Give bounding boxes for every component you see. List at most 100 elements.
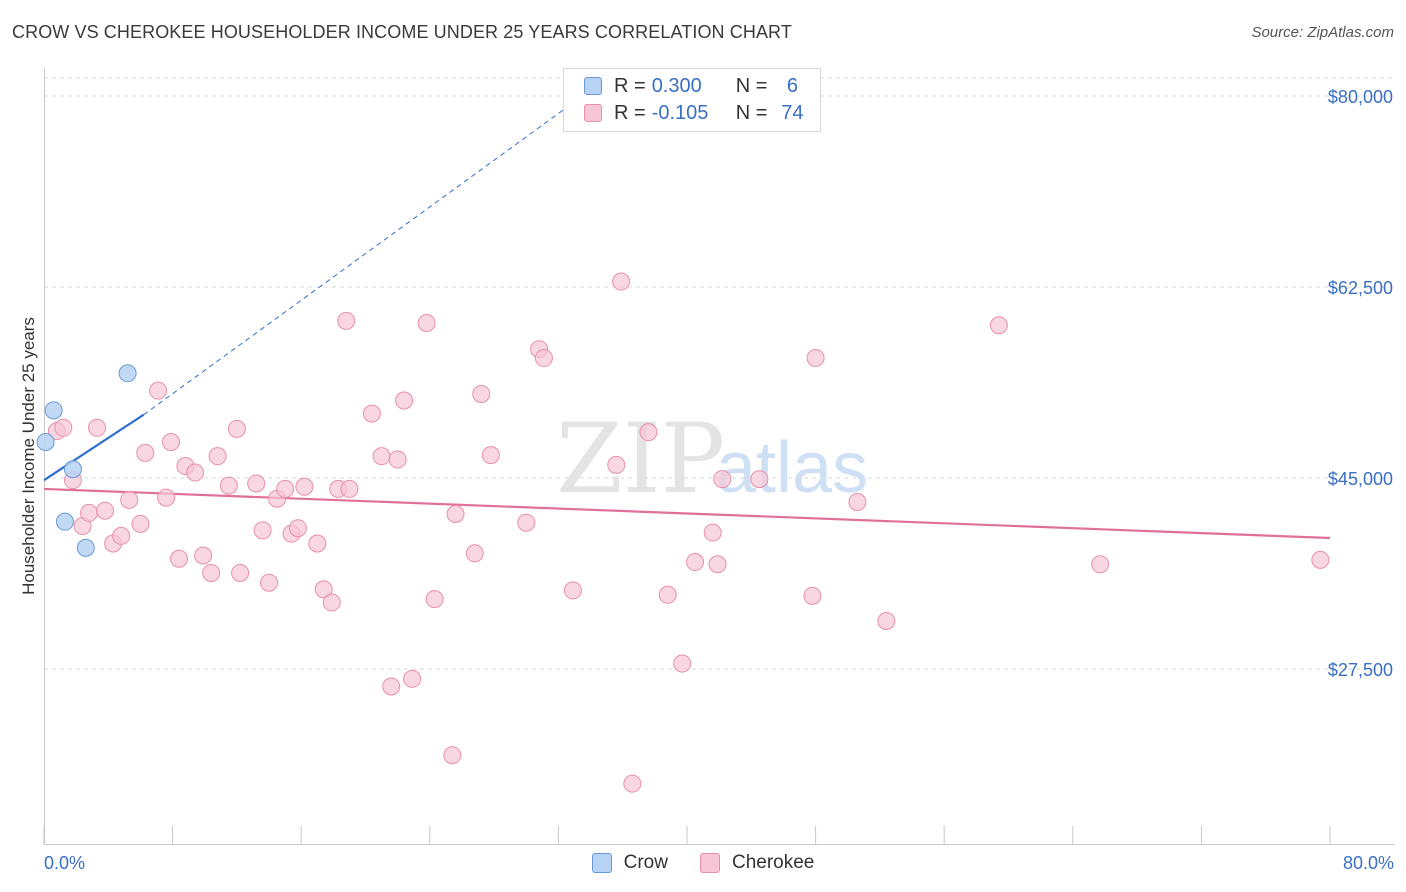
crow-point [76, 538, 95, 557]
cherokee-point [517, 513, 536, 532]
cherokee-point [80, 503, 99, 522]
cherokee-point [443, 746, 462, 765]
cherokee-trend-line [43, 487, 1331, 540]
cherokee-point [639, 423, 658, 442]
cherokee-point [208, 447, 227, 466]
cherokee-point [231, 563, 250, 582]
axes [44, 68, 1394, 845]
cherokee-point [750, 470, 769, 489]
cherokee-r-label: R = [614, 101, 646, 124]
crow-point [44, 401, 63, 420]
cherokee-point [713, 470, 732, 489]
chart-title: CROW VS CHEROKEE HOUSEHOLDER INCOME UNDE… [12, 22, 792, 42]
cherokee-point [136, 443, 155, 462]
cherokee-point [612, 272, 631, 291]
cherokee-point [112, 526, 131, 545]
crow-point [36, 432, 55, 451]
source-label: Source: ZipAtlas.com [1251, 24, 1394, 41]
cherokee-point [481, 446, 500, 465]
cherokee-point [202, 563, 221, 582]
x-tick-label-max: 80.0% [1343, 853, 1394, 873]
cherokee-n-value: 74 [781, 101, 804, 124]
watermark: ZIP atlas [556, 403, 868, 515]
y-tick-label: $62,500 [1328, 278, 1393, 298]
cherokee-point [322, 593, 341, 612]
cherokee-point [120, 490, 139, 509]
y-tick-label: $45,000 [1328, 469, 1393, 489]
cherokee-point [382, 677, 401, 696]
cherokee-point [314, 580, 333, 599]
crow-trend-extension [143, 95, 583, 416]
cherokee-point [247, 474, 266, 493]
legend-row-cherokee: R = -0.105 N = 74 [584, 101, 807, 125]
series-legend-cherokee: Cherokee [699, 852, 814, 874]
cherokee-r-value: -0.105 [651, 101, 709, 124]
crow-points [36, 364, 137, 557]
cherokee-point [161, 432, 180, 451]
cherokee-point [403, 669, 422, 688]
cherokee-point [623, 774, 642, 793]
cherokee-point [260, 573, 279, 592]
cherokee-point [989, 316, 1008, 335]
cherokee-point [877, 611, 896, 630]
crow-point [118, 364, 137, 383]
cherokee-point [157, 488, 176, 507]
cherokee-n-label: N = [735, 101, 768, 124]
cherokee-points [47, 272, 1330, 793]
crow-legend-label: Crow [623, 852, 668, 873]
cherokee-point [372, 447, 391, 466]
y-tick-labels: $27,500 $45,000 $62,500 $80,000 [1328, 87, 1393, 680]
cherokee-point [88, 418, 107, 437]
legend-row-crow: R = 0.300 N = 6 [584, 74, 807, 98]
cherokee-point [288, 519, 307, 538]
crow-swatch [584, 77, 602, 95]
cherokee-point [848, 493, 867, 512]
gridlines [44, 77, 1394, 670]
x-tick-label-min: 0.0% [44, 853, 85, 873]
y-tick-label: $80,000 [1328, 87, 1393, 107]
cherokee-point [803, 586, 822, 605]
cherokee-point [708, 555, 727, 574]
crow-n-value: 6 [786, 74, 798, 97]
cherokee-point [308, 534, 327, 553]
cherokee-point [806, 348, 825, 367]
cherokee-point [563, 581, 582, 600]
cherokee-point [425, 590, 444, 609]
cherokee-point [276, 479, 295, 498]
series-legend: Crow Cherokee [0, 852, 1406, 874]
cherokee-point [149, 381, 168, 400]
cherokee-point [253, 521, 272, 540]
crow-n-label: N = [735, 74, 768, 97]
cherokee-point [686, 553, 705, 572]
y-tick-label: $27,500 [1328, 660, 1393, 680]
cherokee-point [96, 501, 115, 520]
cherokee-point [340, 479, 359, 498]
crow-r-label: R = [614, 74, 646, 97]
cherokee-legend-swatch [699, 853, 720, 873]
cherokee-point [472, 384, 491, 403]
crow-point [63, 460, 82, 479]
cherokee-point [395, 391, 414, 410]
crow-point [55, 512, 74, 531]
cherokee-point [1091, 555, 1110, 574]
cherokee-point [295, 477, 314, 496]
crow-trend-line [43, 413, 145, 482]
series-legend-crow: Crow [591, 852, 668, 874]
cherokee-point [446, 505, 465, 524]
watermark-atlas: atlas [716, 428, 868, 508]
y-axis-label: Householder Income Under 25 years [19, 317, 38, 595]
cherokee-point [703, 523, 722, 542]
x-ticks [43, 826, 1331, 844]
cherokee-point [465, 544, 484, 563]
cherokee-point [607, 455, 626, 474]
crow-r-value: 0.300 [651, 74, 702, 97]
cherokee-point [186, 463, 205, 482]
watermark-zip: ZIP [556, 403, 725, 515]
cherokee-point [54, 418, 73, 437]
cherokee-point [388, 450, 407, 469]
cherokee-point [131, 514, 150, 533]
cherokee-point [194, 546, 213, 565]
crow-legend-swatch [591, 853, 612, 873]
correlation-legend: R = 0.300 N = 6 R = -0.105 N = 74 [563, 68, 821, 132]
cherokee-point [219, 476, 238, 495]
